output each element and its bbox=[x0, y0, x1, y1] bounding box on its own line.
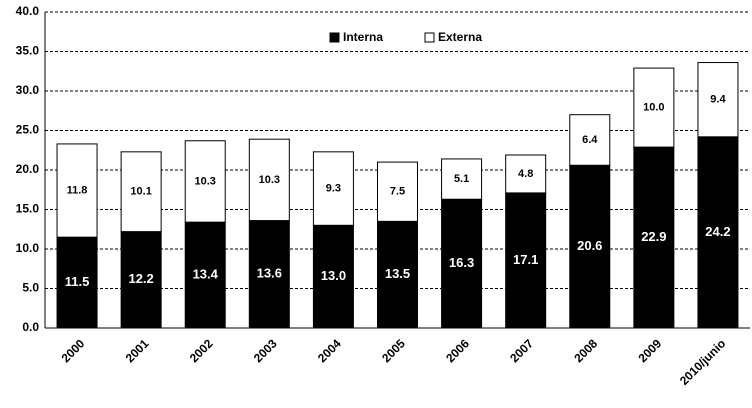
legend-swatch bbox=[424, 32, 435, 43]
bar-segment bbox=[441, 158, 483, 200]
x-tick-label: 2009 bbox=[635, 336, 664, 365]
x-tick-label: 2005 bbox=[379, 336, 408, 365]
data-label: 10.3 bbox=[259, 174, 280, 186]
x-tick-label: 2006 bbox=[443, 336, 472, 365]
bar-segment bbox=[120, 151, 162, 233]
data-label: 10.0 bbox=[643, 101, 664, 113]
bar-segment bbox=[56, 143, 98, 238]
bar-segment bbox=[248, 138, 290, 222]
data-label: 6.4 bbox=[582, 134, 598, 146]
legend-label: Interna bbox=[343, 30, 383, 44]
bar-segment bbox=[569, 114, 611, 166]
data-label: 20.6 bbox=[577, 238, 602, 253]
x-tick-label: 2003 bbox=[251, 336, 280, 365]
x-tick-label: 2004 bbox=[315, 336, 344, 365]
y-tick-label: 15.0 bbox=[16, 202, 40, 216]
data-label: 22.9 bbox=[641, 229, 666, 244]
data-label: 13.6 bbox=[257, 266, 282, 281]
data-label: 11.5 bbox=[65, 274, 90, 289]
y-tick-label: 40.0 bbox=[16, 4, 40, 18]
data-label: 9.4 bbox=[710, 94, 726, 106]
data-label: 24.2 bbox=[705, 224, 730, 239]
data-label: 4.8 bbox=[518, 168, 533, 180]
legend-label: Externa bbox=[438, 30, 482, 44]
data-label: 12.2 bbox=[128, 271, 153, 286]
data-label: 16.3 bbox=[449, 255, 474, 270]
x-tick-label: 2007 bbox=[507, 336, 536, 365]
x-tick-label: 2000 bbox=[59, 336, 88, 365]
y-tick-label: 30.0 bbox=[16, 83, 40, 97]
data-label: 17.1 bbox=[513, 252, 538, 267]
data-label: 13.5 bbox=[385, 266, 410, 281]
x-tick-label: 2008 bbox=[571, 336, 600, 365]
x-tick-label: 2001 bbox=[123, 336, 152, 365]
bar-segment bbox=[377, 161, 418, 222]
data-label: 10.3 bbox=[195, 175, 216, 187]
data-label: 11.8 bbox=[67, 184, 88, 196]
data-label: 5.1 bbox=[454, 173, 469, 185]
data-label: 9.3 bbox=[326, 182, 341, 194]
y-tick-label: 0.0 bbox=[22, 320, 39, 334]
legend-swatch bbox=[329, 32, 340, 43]
bar-segment bbox=[697, 62, 739, 138]
y-tick-label: 5.0 bbox=[22, 281, 39, 295]
bar-segment bbox=[505, 154, 547, 194]
data-label: 7.5 bbox=[390, 186, 405, 198]
bar-segment bbox=[312, 151, 354, 226]
data-label: 13.0 bbox=[321, 268, 346, 283]
y-tick-label: 25.0 bbox=[16, 123, 40, 137]
bar-segment bbox=[697, 136, 739, 329]
data-label: 13.4 bbox=[193, 267, 219, 282]
bar-segment bbox=[56, 236, 98, 329]
x-tick-label: 2002 bbox=[187, 336, 216, 365]
data-label: 10.1 bbox=[130, 186, 151, 198]
x-tick-label: 2010/junio bbox=[677, 336, 728, 387]
bar-segment bbox=[312, 224, 354, 329]
y-tick-label: 10.0 bbox=[16, 241, 40, 255]
y-tick-label: 20.0 bbox=[16, 162, 40, 176]
bar-segment bbox=[633, 67, 675, 148]
bar-segment bbox=[377, 220, 418, 329]
y-tick-label: 35.0 bbox=[16, 44, 40, 58]
bar-segment bbox=[184, 221, 226, 329]
bar-segment bbox=[633, 146, 675, 329]
bar-segment bbox=[184, 140, 226, 223]
bar-segment bbox=[505, 192, 547, 329]
bar-segment bbox=[120, 231, 162, 329]
bar-segment bbox=[441, 198, 483, 329]
